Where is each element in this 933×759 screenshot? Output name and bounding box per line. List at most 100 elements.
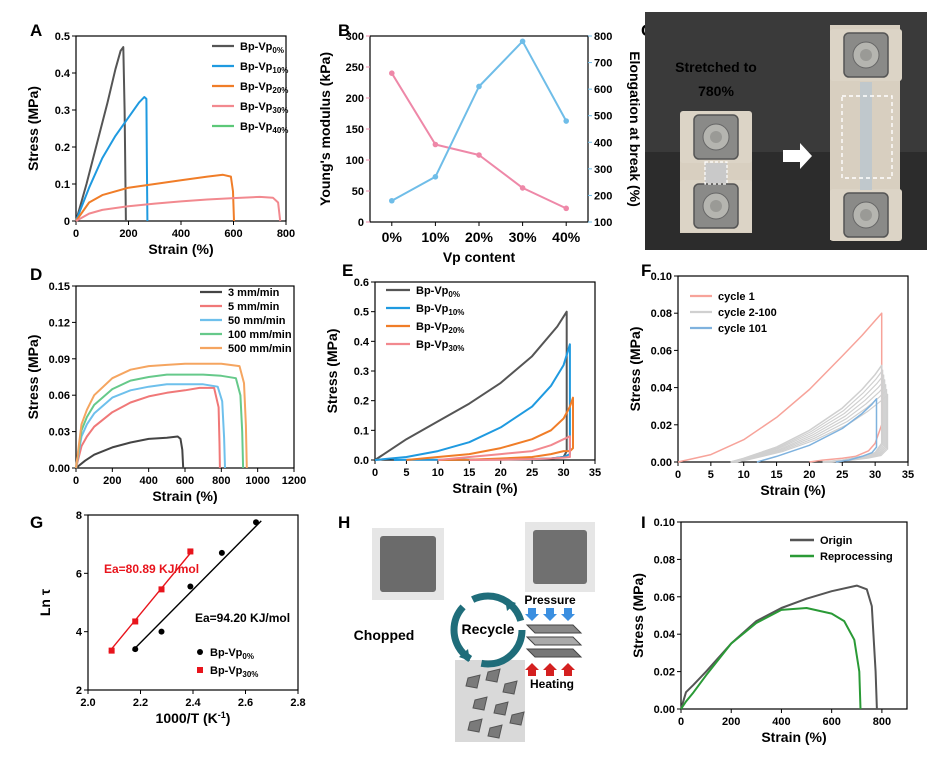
x-tick-label: 2.0 (80, 697, 95, 709)
y-tick-label: 4 (76, 627, 83, 639)
data-point (253, 519, 259, 526)
y-tick-label: 0.5 (55, 31, 70, 43)
legend-label: Bp-Vp20% (416, 321, 464, 335)
clamp-right-bottom (830, 189, 902, 241)
plot-frame (75, 285, 295, 469)
sample-stretched (860, 82, 872, 190)
x-tick-label: 5 (403, 467, 409, 479)
sample-short (705, 163, 727, 183)
panel-g-axes: 2.0 2.2 2.4 2.6 2.8 2 4 6 8 1000/T (K-1) Ln τ Ea=80… (37, 510, 306, 726)
panel-label-g: G (30, 513, 43, 532)
x-axis-title: Strain (%) (452, 480, 517, 496)
y2-tick-label: 100 (594, 217, 612, 229)
x-tick-label: 30 (557, 467, 569, 479)
legend-label: cycle 2-100 (718, 307, 777, 319)
data-point (158, 628, 165, 635)
y-tick-label: 0.10 (651, 271, 672, 283)
photo-h: Recycle Chopped Pressure Heating (354, 522, 595, 742)
film-square-right (533, 530, 587, 584)
y-tick-label: 0.08 (651, 308, 672, 320)
legend-label: Bp-Vp0% (240, 41, 284, 55)
y-tick-label: 8 (76, 510, 82, 522)
series-line-2 (75, 383, 226, 469)
dashed-box-right (841, 95, 893, 179)
y2-tick-label: 800 (594, 31, 612, 43)
arrow-down-icon (543, 608, 557, 621)
annotation-ea-black: Ea=94.20 KJ/mol (195, 611, 290, 625)
dashed-box-left (704, 161, 728, 185)
data-point (519, 38, 526, 45)
legend-label: Bp-Vp30% (416, 339, 464, 353)
y-tick-label: 0.5 (354, 307, 369, 319)
series-line-3 (75, 195, 282, 222)
x-tick-label: 20% (465, 229, 494, 245)
y2-axis-title: Elongation at break (%) (627, 51, 643, 207)
panel-label-f: F (641, 261, 651, 280)
data-point (432, 174, 439, 180)
data-point (563, 205, 569, 212)
recycle-label: Recycle (462, 621, 515, 637)
data-point (389, 70, 395, 76)
series-line-4 (75, 362, 248, 469)
screw-head (860, 209, 872, 221)
legend-label: cycle 101 (718, 323, 767, 335)
x-tick-label: 2.4 (185, 697, 201, 709)
panel-label-e: E (342, 261, 353, 280)
x-tick-label: 600 (822, 716, 840, 728)
x-tick-label: 400 (139, 475, 157, 487)
y2-tick-label: 600 (594, 84, 612, 96)
x-tick-label: 10 (738, 469, 750, 481)
x-tick-label: 10 (432, 467, 444, 479)
legend-label: 5 mm/min (228, 301, 280, 313)
y-tick-label: 0.09 (49, 354, 70, 366)
y2-tick-label: 200 (594, 190, 612, 202)
y-tick-label: 0.15 (49, 281, 70, 293)
x-tick-label: 15 (770, 469, 782, 481)
legend-label: Bp-Vp0% (416, 285, 460, 299)
x-tick-label: 5 (708, 469, 714, 481)
photo-caption-line2: 780% (698, 83, 734, 99)
series-line-0 (75, 435, 185, 469)
x-axis-title: 1000/T (K-1) (156, 710, 231, 726)
legend-label: Reprocessing (820, 551, 893, 563)
y-tick-label: 0.03 (49, 427, 70, 439)
series-line-1 (391, 40, 568, 202)
clamp-right-top (830, 29, 902, 81)
x-tick-label: 600 (224, 228, 242, 240)
annotation-ea-red: Ea=80.89 KJ/mol (104, 562, 199, 576)
x-tick-label: 2.8 (290, 697, 305, 709)
series-line-2 (75, 173, 235, 222)
chopped-label: Chopped (354, 627, 415, 643)
y2-tick-label: 500 (594, 111, 612, 123)
screw-head (710, 200, 722, 212)
y-tick-label: 0 (64, 216, 70, 228)
data-point (476, 152, 482, 158)
legend-label: 50 mm/min (228, 315, 286, 327)
x-axis-title: Strain (%) (760, 482, 825, 498)
screw-head (860, 49, 872, 61)
data-point (389, 197, 395, 204)
panel-label-b: B (338, 21, 350, 40)
recycle-cycle-icon (450, 592, 526, 668)
clamp-left-bottom (680, 180, 752, 232)
x-tick-label: 30 (869, 469, 881, 481)
fit-line (108, 549, 194, 653)
series-line-1 (75, 96, 149, 222)
press-plate-middle (525, 636, 583, 646)
series-line-3 (437, 435, 571, 461)
photo-caption-line1: Stretched to (675, 59, 757, 75)
x-tick-label: 200 (722, 716, 740, 728)
panel-b-axes: 0% 10% 20% 30% 40% 0 50 100 150 200 250 300 100 200 30… (317, 31, 643, 265)
clamp-left-top (680, 111, 752, 163)
chopped-piece (487, 724, 503, 739)
y-tick-label: 0.00 (651, 457, 672, 469)
series-line-3 (75, 373, 245, 469)
x-tick-label: 400 (172, 228, 190, 240)
y-axis-title: Young's modulus (kPa) (317, 52, 333, 206)
fit-line (132, 520, 262, 652)
x-tick-label: 15 (463, 467, 475, 479)
y-tick-label: 2 (76, 685, 82, 697)
y2-tick-label: 700 (594, 58, 612, 70)
legend-label: Bp-Vp30% (210, 665, 258, 679)
legend-marker (197, 649, 203, 655)
